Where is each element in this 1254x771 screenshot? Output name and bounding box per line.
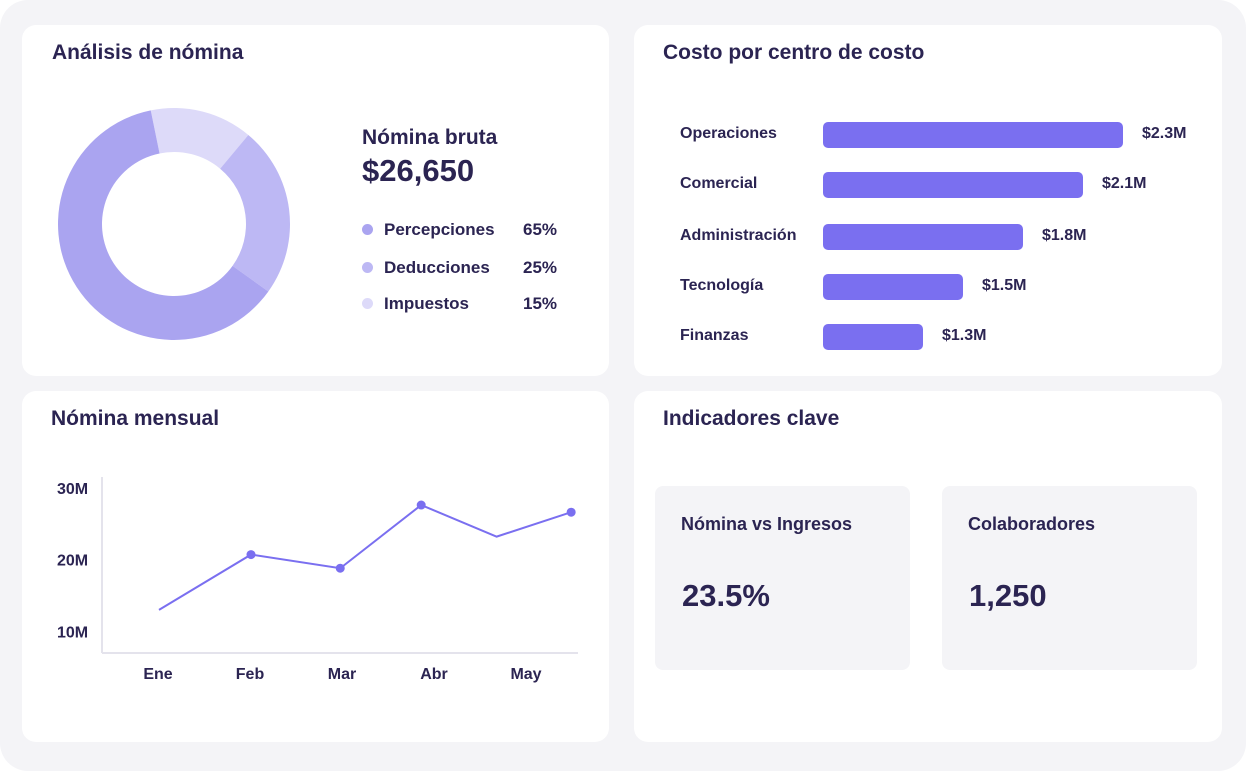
cost-row-label: Operaciones	[680, 125, 777, 142]
kpi-label: Nómina vs Ingresos	[681, 514, 853, 534]
y-tick-label: 10M	[57, 624, 88, 641]
cost-row-label: Tecnología	[680, 277, 764, 294]
data-point-marker	[566, 507, 576, 517]
cost-row-value: $2.3M	[1142, 125, 1187, 142]
donut-slice-percepciones	[57, 110, 269, 340]
cost-row: Operaciones $2.3M	[634, 121, 1222, 149]
donut-slice-deducciones	[220, 134, 290, 292]
gross-payroll-value: $26,650	[362, 153, 475, 188]
legend-item-impuestos: Impuestos 15%	[362, 292, 562, 314]
x-tick-label: Ene	[143, 666, 172, 683]
legend-percentage: 25%	[523, 258, 558, 277]
key-indicators-title: Indicadores clave	[663, 407, 840, 430]
kpi-value: 23.5%	[682, 578, 770, 613]
y-tick-label: 30M	[57, 481, 88, 498]
data-point-marker	[416, 500, 426, 510]
kpi-label: Colaboradores	[968, 514, 1096, 534]
cost-row-label: Comercial	[680, 175, 758, 192]
data-point-marker	[335, 563, 345, 573]
payroll-analysis-title: Análisis de nómina	[52, 41, 244, 64]
x-tick-label: May	[510, 666, 541, 683]
data-point-marker	[246, 550, 256, 560]
legend-item-percepciones: Percepciones 65%	[362, 218, 562, 240]
monthly-payroll-line-chart: 10M 20M 30M Ene Feb Mar Abr May	[57, 477, 578, 683]
x-tick-label: Mar	[328, 666, 356, 683]
legend-name: Deducciones	[384, 258, 490, 277]
cost-row-value: $2.1M	[1102, 175, 1147, 192]
key-indicators-card: Indicadores clave Nómina vs Ingresos 23.…	[634, 391, 1222, 742]
legend-percentage: 65%	[523, 220, 558, 239]
x-tick-label: Feb	[236, 666, 265, 683]
x-tick-label: Abr	[420, 666, 448, 683]
cost-bar	[823, 274, 963, 300]
legend-dot	[362, 298, 373, 309]
cost-row-value: $1.5M	[982, 277, 1027, 294]
monthly-payroll-card: Nómina mensual 10M 20M 30M Ene Feb Mar Abr May	[22, 391, 609, 742]
cost-row: Administración $1.8M	[634, 223, 1222, 251]
cost-bar	[823, 172, 1083, 198]
kpi-payroll-vs-revenue: Nómina vs Ingresos 23.5%	[655, 486, 910, 670]
legend-item-deducciones: Deducciones 25%	[362, 256, 562, 278]
monthly-payroll-title: Nómina mensual	[51, 407, 220, 430]
payroll-donut-chart	[57, 108, 290, 340]
cost-bar	[823, 224, 1023, 250]
cost-row: Comercial $2.1M	[634, 171, 1222, 199]
cost-center-card: Costo por centro de costo Operaciones $2…	[634, 25, 1222, 376]
kpi-value: 1,250	[969, 578, 1047, 613]
cost-row-value: $1.3M	[942, 327, 987, 344]
y-tick-label: 20M	[57, 553, 88, 570]
cost-bar	[823, 324, 923, 350]
payroll-analysis-card: Análisis de nómina Nómina bruta $26,650 …	[22, 25, 609, 376]
cost-row: Finanzas $1.3M	[634, 323, 1222, 351]
kpi-employees: Colaboradores 1,250	[942, 486, 1197, 670]
legend-name: Impuestos	[384, 294, 470, 313]
gross-payroll-label: Nómina bruta	[362, 126, 498, 149]
donut-slice-impuestos	[150, 108, 249, 169]
cost-row-label: Administración	[680, 227, 797, 244]
cost-row-value: $1.8M	[1042, 227, 1087, 244]
cost-center-title: Costo por centro de costo	[663, 41, 925, 64]
legend-name: Percepciones	[384, 220, 495, 239]
legend-percentage: 15%	[523, 294, 558, 313]
payroll-series-line	[158, 503, 572, 611]
cost-bar	[823, 122, 1123, 148]
legend-dot	[362, 224, 373, 235]
cost-row-label: Finanzas	[680, 327, 749, 344]
cost-row: Tecnología $1.5M	[634, 273, 1222, 301]
legend-dot	[362, 262, 373, 273]
